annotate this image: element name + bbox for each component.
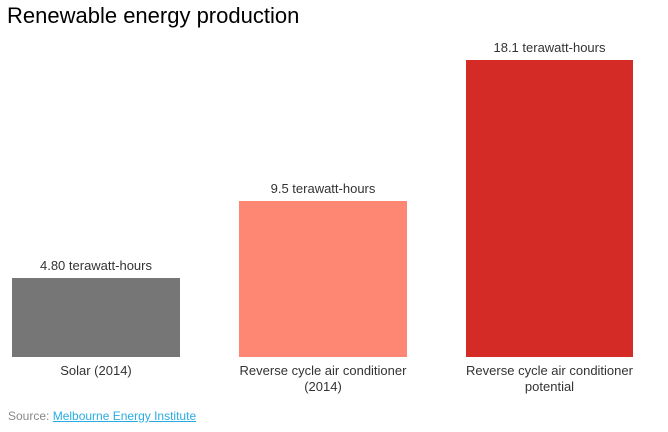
bar-category-label: Reverse cycle air conditioner potential — [466, 363, 633, 395]
bar-group-reverse-cycle-ac-2014: 9.5 terawatt-hours Reverse cycle air con… — [239, 0, 407, 394]
source-link[interactable]: Melbourne Energy Institute — [52, 409, 197, 423]
source-line: Source: Melbourne Energy Institute — [8, 409, 196, 423]
bar-group-solar-2014: 4.80 terawatt-hours Solar (2014) — [12, 0, 180, 378]
chart-title: Renewable energy production — [7, 3, 300, 28]
bar-solar-2014 — [12, 278, 180, 357]
bar-reverse-cycle-ac-potential — [466, 60, 633, 357]
bar-value-label: 4.80 terawatt-hours — [39, 258, 152, 273]
bar-reverse-cycle-ac-2014 — [239, 201, 407, 357]
bar-category-label: Reverse cycle air conditioner (2014) — [239, 363, 407, 395]
bar-category-label: Solar (2014) — [60, 363, 132, 378]
bar-value-label: 9.5 terawatt-hours — [270, 181, 376, 196]
plot-area: 4.80 terawatt-hours Solar (2014) 9.5 ter… — [12, 0, 633, 394]
bar-group-reverse-cycle-ac-potential: 18.1 terawatt-hours Reverse cycle air co… — [466, 0, 633, 394]
bar-value-label: 18.1 terawatt-hours — [493, 40, 606, 55]
source-prefix: Source: — [8, 409, 53, 423]
